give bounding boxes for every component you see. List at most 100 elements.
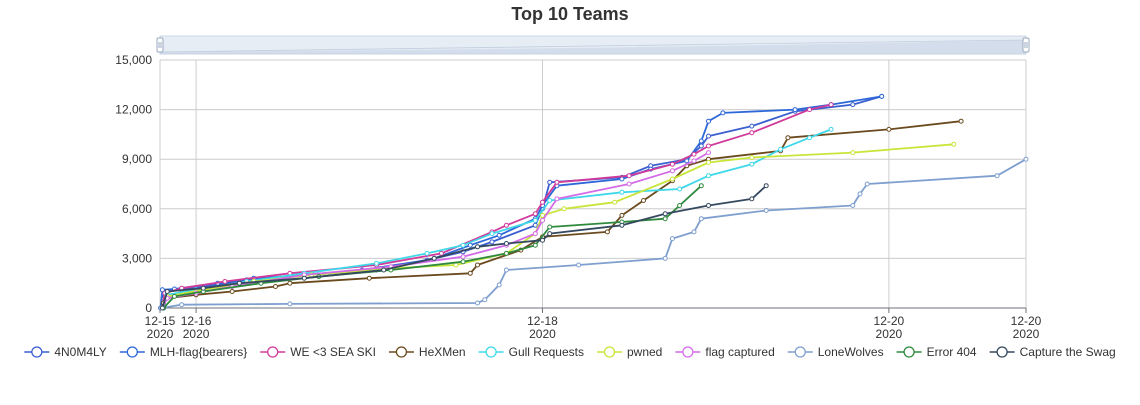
data-point xyxy=(706,150,711,156)
zoom-handle-right[interactable] xyxy=(1022,37,1030,53)
data-point xyxy=(684,158,690,164)
legend-item-gull-requests[interactable]: Gull Requests xyxy=(478,345,584,359)
data-point xyxy=(706,160,711,165)
data-point xyxy=(619,212,625,218)
data-point xyxy=(778,146,784,152)
legend-label: pwned xyxy=(627,345,662,359)
legend-item-flag-captured[interactable]: flag captured xyxy=(675,345,775,359)
series-line xyxy=(160,120,962,309)
data-point xyxy=(828,126,834,132)
data-point xyxy=(850,102,856,108)
data-point xyxy=(698,183,704,189)
data-point xyxy=(958,118,964,124)
data-point xyxy=(706,173,711,179)
legend-marker-circle xyxy=(903,346,915,358)
x-tick-label: 12-20 xyxy=(874,314,905,328)
legend-label: 4N0M4LY xyxy=(54,345,106,359)
x-tick-label: 2020 xyxy=(1013,327,1040,341)
legend-label: WE <3 SEA SKI xyxy=(290,345,376,359)
legend-label: flag captured xyxy=(705,345,774,359)
data-point xyxy=(561,206,567,212)
data-point xyxy=(236,280,242,286)
legend-item-4n0m4ly[interactable]: 4N0M4LY xyxy=(24,345,107,359)
data-point xyxy=(669,176,675,182)
data-point xyxy=(171,293,177,299)
series-line xyxy=(160,103,832,309)
data-point xyxy=(807,135,812,141)
data-point xyxy=(287,280,293,286)
legend-item-pwned[interactable]: pwned xyxy=(596,345,662,359)
y-tick-label: 6,000 xyxy=(122,202,152,216)
data-point xyxy=(532,242,538,248)
data-point xyxy=(698,138,704,144)
data-point xyxy=(749,196,755,202)
data-point xyxy=(604,229,610,235)
data-point xyxy=(763,208,769,213)
data-point xyxy=(496,232,502,238)
data-point xyxy=(669,161,675,167)
data-point xyxy=(785,135,791,141)
data-point xyxy=(669,236,675,242)
data-point xyxy=(749,161,755,167)
legend-item-mlh-flag-bearers-[interactable]: MLH-flag{bearers} xyxy=(119,345,247,359)
legend-item-lonewolves[interactable]: LoneWolves xyxy=(787,345,884,359)
legend-item-hexmen[interactable]: HeXMen xyxy=(388,345,466,359)
data-point xyxy=(706,203,711,208)
data-point xyxy=(720,110,726,116)
x-tick-label: 2020 xyxy=(876,327,903,341)
x-tick-label: 12-18 xyxy=(527,314,558,328)
legend-marker-circle xyxy=(682,346,694,358)
data-point xyxy=(554,179,560,185)
data-point xyxy=(641,198,646,203)
legend-item-error-404[interactable]: Error 404 xyxy=(896,345,977,359)
data-point xyxy=(424,250,430,256)
legend: 4N0M4LY MLH-flag{bearers} WE <3 SEA SKI HeX… xyxy=(24,345,1116,359)
data-point xyxy=(626,173,632,179)
data-point xyxy=(886,126,892,132)
legend-marker-circle xyxy=(485,346,497,358)
legend-item-capture-the-swag[interactable]: Capture the Swag xyxy=(989,345,1116,359)
data-point xyxy=(381,267,387,273)
data-point xyxy=(287,301,293,307)
data-point xyxy=(698,143,704,149)
legend-marker-circle xyxy=(395,346,408,358)
data-point xyxy=(864,181,870,187)
data-point xyxy=(532,211,538,217)
data-point xyxy=(662,255,668,261)
data-point xyxy=(374,260,379,266)
x-tick-label: 2020 xyxy=(183,327,210,341)
legend-label: Capture the Swag xyxy=(1020,345,1116,359)
data-point xyxy=(540,237,545,243)
data-point xyxy=(503,250,509,256)
data-point xyxy=(1023,156,1029,162)
data-point xyxy=(749,155,755,160)
data-point xyxy=(273,284,278,289)
series-line xyxy=(162,185,702,309)
data-point xyxy=(807,107,812,113)
data-point xyxy=(857,191,863,197)
zoom-handle-left[interactable] xyxy=(156,37,164,53)
data-point xyxy=(994,173,1000,179)
data-point xyxy=(706,118,711,124)
legend-label: Error 404 xyxy=(927,345,977,359)
x-tick-label: 12-15 xyxy=(145,314,176,328)
zoom-selected-range xyxy=(160,36,1026,54)
data-point xyxy=(532,222,538,228)
legend-marker-circle xyxy=(996,346,1008,358)
data-point xyxy=(547,224,553,230)
series-lonewolves xyxy=(158,156,1029,311)
series-capture-the-swag xyxy=(159,183,769,311)
data-point xyxy=(792,107,798,113)
data-point xyxy=(698,216,704,222)
data-point xyxy=(366,275,372,281)
data-point xyxy=(460,259,466,265)
data-point xyxy=(475,244,480,250)
data-zoom-slider[interactable] xyxy=(156,35,1030,55)
data-point xyxy=(460,242,466,248)
data-point xyxy=(677,186,683,192)
data-point xyxy=(301,275,307,281)
data-point xyxy=(496,282,502,288)
legend-item-we-3-sea-ski[interactable]: WE <3 SEA SKI xyxy=(260,345,376,359)
y-tick-label: 9,000 xyxy=(122,152,152,166)
